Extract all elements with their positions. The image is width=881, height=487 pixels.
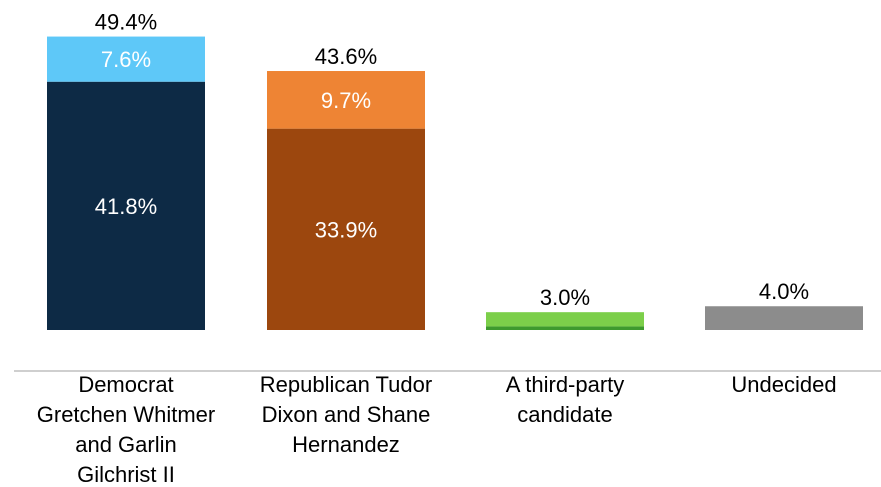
category-label-1-line-0: Republican Tudor (260, 372, 432, 397)
bar-0-total-label: 49.4% (95, 10, 157, 35)
bar-0-segment-1 (47, 36, 205, 82)
category-label-2-line-1: candidate (517, 402, 612, 427)
category-label-0-line-0: Democrat (78, 372, 173, 397)
category-label-1-line-1: Dixon and Shane (262, 402, 431, 427)
category-label-3: Undecided (731, 372, 836, 397)
bar-3-total-label: 4.0% (759, 279, 809, 304)
category-label-0-line-3: Gilchrist II (77, 462, 175, 487)
category-label-1: Republican Tudor Dixon and Shane Hernandez (260, 372, 432, 457)
category-label-0-line-2: and Garlin (75, 432, 177, 457)
category-label-2: A third-party candidate (506, 372, 625, 427)
bar-1-total-label: 43.6% (315, 44, 377, 69)
bar-2-total-label: 3.0% (540, 285, 590, 310)
category-labels: Democrat Gretchen Whitmer and Garlin Gilchr… (37, 372, 837, 487)
category-label-3-line-0: Undecided (731, 372, 836, 397)
category-label-1-line-2: Hernandez (292, 432, 400, 457)
bar-3-segment-0 (705, 306, 863, 330)
bar-2-segment-0 (486, 326, 644, 330)
category-label-0: Democrat Gretchen Whitmer and Garlin Gilchr… (37, 372, 216, 487)
bar-1-segment-1 (267, 71, 425, 129)
category-label-2-line-0: A third-party (506, 372, 625, 397)
bar-1-segment-0-label: 33.9% (315, 217, 377, 242)
bar-1-segment-0 (267, 128, 425, 330)
category-label-0-line-1: Gretchen Whitmer (37, 402, 216, 427)
bar-0-segment-0 (47, 81, 205, 330)
bar-0-segment-0-label: 41.8% (95, 194, 157, 219)
bars-layer: 41.8% 7.6% 49.4% 33.9% 9.7% 43.6% 3.0% 4.0% (47, 10, 863, 330)
bar-0-segment-1-label: 7.6% (101, 47, 151, 72)
bar-2-segment-1 (486, 312, 644, 327)
bar-1-segment-1-label: 9.7% (321, 88, 371, 113)
